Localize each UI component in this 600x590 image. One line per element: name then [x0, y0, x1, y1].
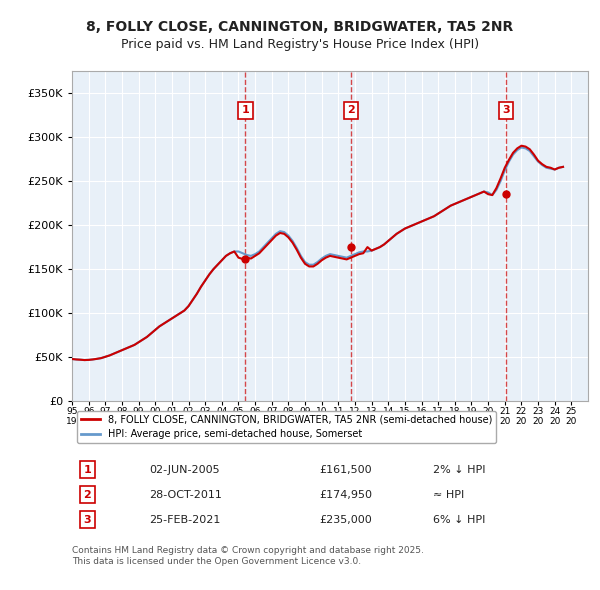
Text: 1: 1: [242, 106, 249, 116]
Text: Price paid vs. HM Land Registry's House Price Index (HPI): Price paid vs. HM Land Registry's House …: [121, 38, 479, 51]
Text: Contains HM Land Registry data © Crown copyright and database right 2025.
This d: Contains HM Land Registry data © Crown c…: [72, 546, 424, 566]
Text: 8, FOLLY CLOSE, CANNINGTON, BRIDGWATER, TA5 2NR: 8, FOLLY CLOSE, CANNINGTON, BRIDGWATER, …: [86, 19, 514, 34]
Text: 25-FEB-2021: 25-FEB-2021: [149, 514, 221, 525]
Text: £235,000: £235,000: [320, 514, 373, 525]
Text: 3: 3: [502, 106, 510, 116]
Text: £161,500: £161,500: [320, 464, 373, 474]
Text: 02-JUN-2005: 02-JUN-2005: [149, 464, 220, 474]
Legend: 8, FOLLY CLOSE, CANNINGTON, BRIDGWATER, TA5 2NR (semi-detached house), HPI: Aver: 8, FOLLY CLOSE, CANNINGTON, BRIDGWATER, …: [77, 411, 496, 443]
Text: 2: 2: [347, 106, 355, 116]
Text: ≈ HPI: ≈ HPI: [433, 490, 464, 500]
Text: 28-OCT-2011: 28-OCT-2011: [149, 490, 222, 500]
Text: £174,950: £174,950: [320, 490, 373, 500]
Text: 2% ↓ HPI: 2% ↓ HPI: [433, 464, 486, 474]
Text: 6% ↓ HPI: 6% ↓ HPI: [433, 514, 485, 525]
Text: 1: 1: [83, 464, 91, 474]
Text: 3: 3: [83, 514, 91, 525]
Text: 2: 2: [83, 490, 91, 500]
